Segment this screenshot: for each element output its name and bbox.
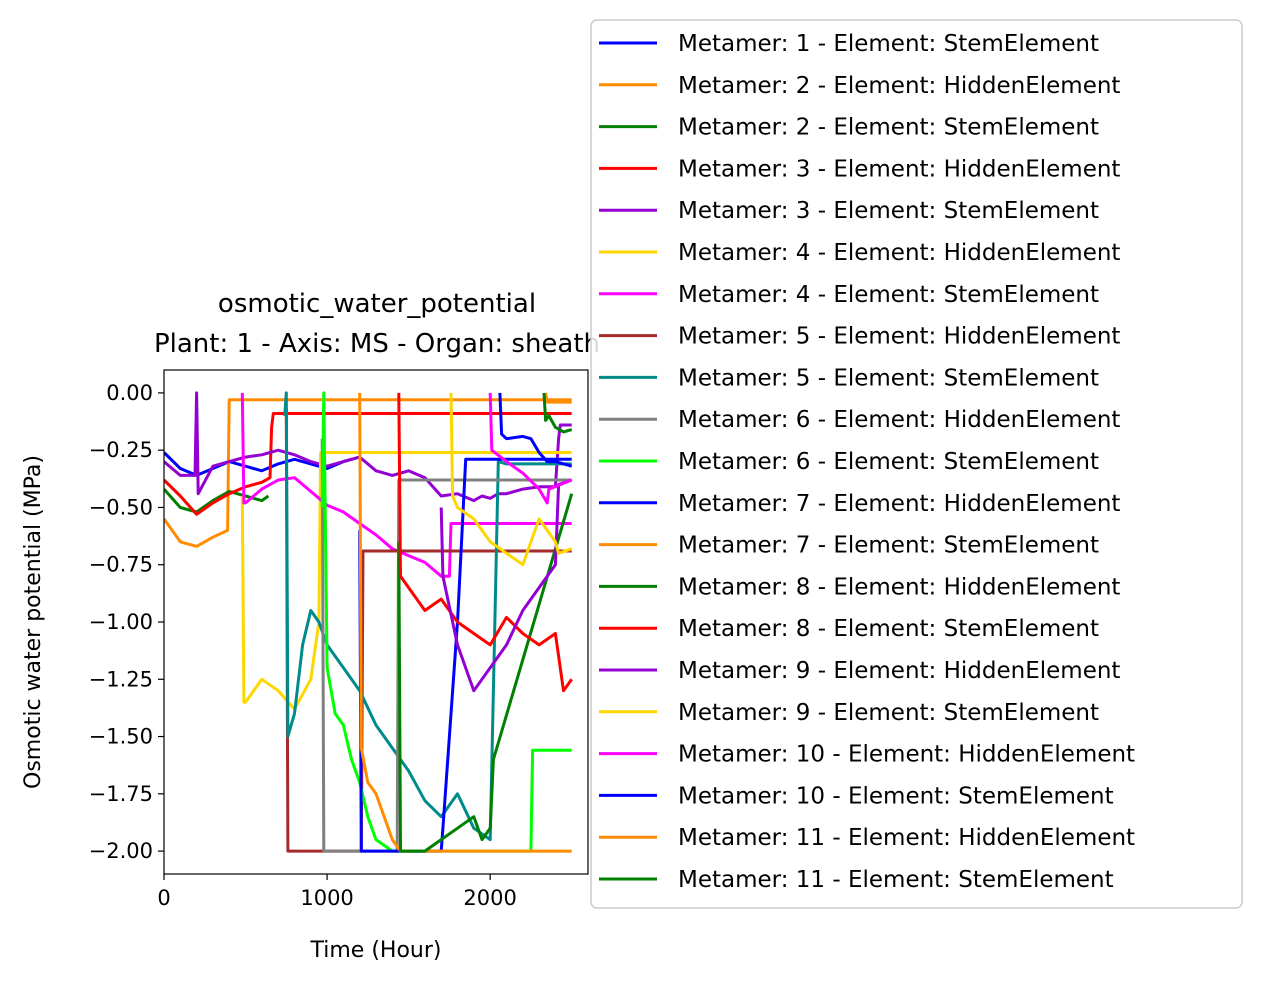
plot-area: [163, 369, 589, 875]
series-line-12: [358, 457, 572, 853]
legend-item: Metamer: 2 - Element: HiddenElement: [599, 73, 1120, 99]
x-axis-label: Time (Hour): [310, 938, 442, 963]
series-line-19: [498, 392, 573, 468]
legend-label: Metamer: 4 - Element: StemElement: [678, 282, 1099, 308]
legend-label: Metamer: 7 - Element: HiddenElement: [678, 491, 1120, 517]
legend-label: Metamer: 5 - Element: StemElement: [678, 365, 1099, 391]
y-tick-label: −0.25: [89, 438, 153, 462]
y-tick-label: −2.00: [89, 839, 153, 863]
legend-label: Metamer: 7 - Element: StemElement: [678, 533, 1099, 559]
legend-item: Metamer: 2 - Element: StemElement: [599, 115, 1099, 141]
y-tick-label: 0.00: [106, 381, 153, 405]
legend-item: Metamer: 9 - Element: StemElement: [599, 700, 1099, 726]
series-line-4: [164, 412, 572, 516]
legend-label: Metamer: 3 - Element: StemElement: [678, 198, 1099, 224]
legend-item: Metamer: 4 - Element: HiddenElement: [599, 240, 1120, 266]
series-line-8: [284, 408, 572, 853]
y-tick-label: −1.50: [89, 725, 153, 749]
legend-label: Metamer: 9 - Element: StemElement: [678, 700, 1099, 726]
legend-item: Metamer: 1 - Element: StemElement: [599, 31, 1099, 57]
legend-item: Metamer: 7 - Element: HiddenElement: [599, 491, 1120, 517]
legend: Metamer: 1 - Element: StemElement Metamer…: [590, 19, 1243, 909]
y-tick-label: −1.25: [89, 667, 153, 691]
series-line-21: [542, 392, 573, 434]
y-tick-label: −0.75: [89, 553, 153, 577]
legend-item: Metamer: 6 - Element: HiddenElement: [599, 407, 1120, 433]
legend-label: Metamer: 2 - Element: StemElement: [678, 115, 1099, 141]
legend-item: Metamer: 11 - Element: StemElement: [599, 867, 1114, 893]
series-line-6: [240, 451, 572, 711]
legend-item: Metamer: 8 - Element: StemElement: [599, 616, 1099, 642]
series-line-7: [240, 392, 572, 578]
legend-label: Metamer: 3 - Element: HiddenElement: [678, 156, 1120, 182]
legend-label: Metamer: 6 - Element: StemElement: [678, 449, 1099, 475]
legend-item: Metamer: 4 - Element: StemElement: [599, 282, 1099, 308]
x-axis: 0 1000 2000: [157, 874, 517, 910]
series-line-5: [164, 391, 572, 503]
legend-item: Metamer: 8 - Element: HiddenElement: [599, 574, 1120, 600]
legend-item: Metamer: 10 - Element: StemElement: [599, 783, 1114, 809]
legend-label: Metamer: 8 - Element: StemElement: [678, 616, 1099, 642]
series-line-20: [544, 392, 572, 404]
legend-label: Metamer: 6 - Element: HiddenElement: [678, 407, 1120, 433]
series-line-9: [283, 391, 572, 842]
series-line-2: [164, 398, 572, 548]
legend-item: Metamer: 5 - Element: HiddenElement: [599, 324, 1120, 350]
legend-item: Metamer: 3 - Element: StemElement: [599, 198, 1099, 224]
series-line-16: [439, 478, 573, 693]
y-axis: 0.00 −0.25 −0.50 −0.75 −1.00 −1.25 −1.50 −1.75 −…: [89, 381, 164, 863]
legend-label: Metamer: 1 - Element: StemElement: [678, 31, 1099, 57]
legend-label: Metamer: 11 - Element: StemElement: [678, 867, 1114, 893]
series-line-15: [397, 392, 573, 693]
chart-subtitle: Plant: 1 - Axis: MS - Organ: sheath: [154, 329, 600, 359]
legend-label: Metamer: 9 - Element: HiddenElement: [678, 658, 1120, 684]
y-tick-label: −0.50: [89, 495, 153, 519]
x-tick-label: 2000: [463, 886, 516, 910]
series-line-3: [164, 488, 270, 514]
y-tick-label: −1.00: [89, 610, 153, 634]
legend-item: Metamer: 5 - Element: StemElement: [599, 365, 1099, 391]
y-tick-label: −1.75: [89, 782, 153, 806]
chart-title: osmotic_water_potential: [218, 289, 536, 319]
legend-label: Metamer: 11 - Element: HiddenElement: [678, 825, 1135, 851]
y-axis-label: Osmotic water potential (MPa): [21, 455, 46, 789]
x-tick-label: 1000: [300, 886, 353, 910]
legend-label: Metamer: 10 - Element: StemElement: [678, 783, 1114, 809]
legend-item: Metamer: 10 - Element: HiddenElement: [599, 742, 1135, 768]
legend-label: Metamer: 4 - Element: HiddenElement: [678, 240, 1120, 266]
series-line-18: [488, 392, 573, 505]
series-line-17: [449, 392, 573, 567]
legend-label: Metamer: 2 - Element: HiddenElement: [678, 73, 1120, 99]
legend-item: Metamer: 3 - Element: HiddenElement: [599, 156, 1120, 182]
legend-label: Metamer: 5 - Element: HiddenElement: [678, 324, 1120, 350]
legend-label: Metamer: 10 - Element: HiddenElement: [678, 742, 1135, 768]
series-lines: [164, 391, 574, 853]
legend-label: Metamer: 8 - Element: HiddenElement: [678, 574, 1120, 600]
x-tick-label: 0: [157, 886, 170, 910]
legend-item: Metamer: 9 - Element: HiddenElement: [599, 658, 1120, 684]
legend-item: Metamer: 6 - Element: StemElement: [599, 449, 1099, 475]
legend-frame: [590, 19, 1243, 909]
series-line-14: [397, 493, 574, 853]
legend-item: Metamer: 11 - Element: HiddenElement: [599, 825, 1135, 851]
legend-item: Metamer: 7 - Element: StemElement: [599, 533, 1099, 559]
